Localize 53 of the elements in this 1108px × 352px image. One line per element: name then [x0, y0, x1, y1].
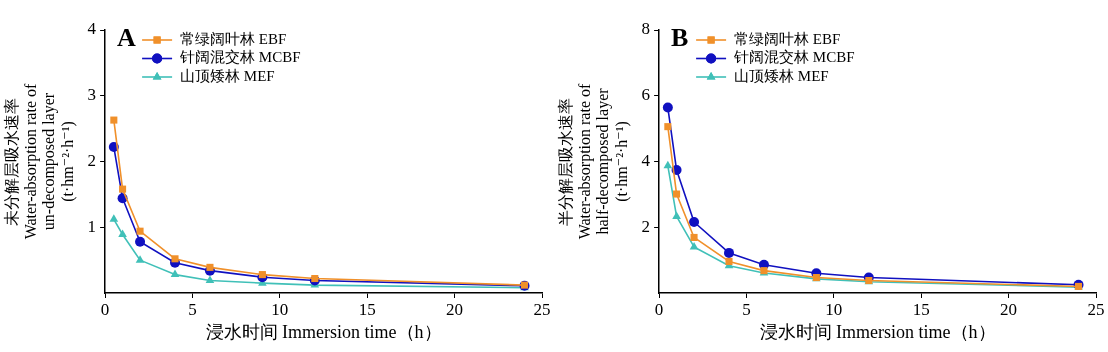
- chart-title: A: [117, 22, 137, 52]
- x-tick-label: 20: [446, 299, 464, 319]
- legend-label: 常绿阔叶林 EBF: [734, 30, 841, 47]
- point: [109, 214, 119, 222]
- x-tick-label: 0: [654, 299, 664, 319]
- x-tick-label: 10: [825, 299, 843, 319]
- legend-label: 山顶矮林 MEF: [180, 67, 275, 84]
- x-tick-label: 20: [1000, 299, 1018, 319]
- y-tick-label: 4: [87, 19, 97, 39]
- point: [118, 229, 127, 237]
- x-tick-label: 0: [100, 299, 110, 319]
- x-tick-label: 10: [271, 299, 289, 319]
- chart-title: B: [671, 22, 689, 52]
- y-tick-label: 4: [641, 150, 651, 170]
- y-tick-label: 3: [87, 85, 97, 105]
- point: [136, 227, 144, 235]
- point: [110, 116, 118, 124]
- y-tick-label: 1: [87, 216, 97, 236]
- point: [664, 123, 672, 131]
- legend-label: 针阔混交林 MCBF: [733, 49, 855, 66]
- x-tick-label: 5: [742, 299, 751, 319]
- point: [135, 236, 146, 247]
- y-axis-title: 未分解层吸水速率 Water-absorption rate of un-decomposed layer (t·hm⁻²·h⁻¹): [3, 83, 77, 240]
- legend-label: 山顶矮林 MEF: [734, 67, 829, 84]
- point: [672, 211, 681, 219]
- legend-label: 常绿阔叶林 EBF: [180, 30, 287, 47]
- point: [724, 247, 734, 258]
- x-tick-label: 25: [1087, 299, 1105, 319]
- x-tick-label: 25: [533, 299, 551, 319]
- point: [662, 102, 673, 113]
- point: [258, 271, 266, 279]
- legend-label: 针阔混交林 MCBF: [179, 49, 301, 66]
- y-tick-label: 2: [641, 216, 651, 236]
- point: [673, 190, 681, 198]
- x-axis-title: 浸水时间 Immersion time（h）: [759, 321, 996, 342]
- y-axis-title: 半分解层吸水速率 Water-absorption rate of half-decomposed layer (t·hm⁻²·h⁻¹): [557, 83, 631, 240]
- x-tick-label: 15: [912, 299, 930, 319]
- point: [206, 263, 214, 271]
- point: [170, 269, 180, 278]
- point: [690, 233, 698, 241]
- point: [171, 255, 179, 263]
- point: [689, 216, 700, 227]
- x-tick-label: 5: [188, 299, 197, 319]
- y-tick-label: 6: [641, 85, 651, 105]
- y-tick-label: 2: [87, 150, 97, 170]
- x-axis-title: 浸水时间 Immersion time（h）: [205, 321, 442, 342]
- point: [135, 255, 145, 263]
- point: [725, 257, 733, 265]
- x-tick-label: 15: [358, 299, 376, 319]
- point: [119, 185, 127, 193]
- point: [205, 275, 215, 284]
- point: [663, 160, 673, 169]
- y-tick-label: 8: [641, 19, 651, 39]
